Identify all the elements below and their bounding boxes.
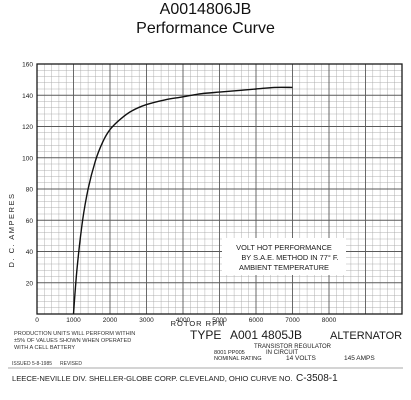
y-tick-label: 40 <box>26 249 34 256</box>
type-label: TYPE <box>190 328 221 342</box>
annotation-line-1: VOLT HOT PERFORMANCE <box>236 243 332 252</box>
y-tick-label: 20 <box>26 280 34 287</box>
x-tick-label: 5000 <box>212 317 227 324</box>
x-tick-label: 6000 <box>249 317 264 324</box>
y-tick-label: 60 <box>26 218 34 225</box>
x-tick-label: 1000 <box>66 317 81 324</box>
in-circuit-label: IN CIRCUIT <box>266 350 298 356</box>
performance-curve <box>72 86 293 315</box>
y-tick-labels: 20 40 60 80 100 120 140 160 <box>22 62 33 288</box>
revised-label: REVISED <box>60 361 82 367</box>
x-tick-label: 0 <box>35 317 39 324</box>
rating-label: NOMINAL RATING <box>214 356 262 362</box>
x-tick-label: 2000 <box>103 317 118 324</box>
y-tick-label: 160 <box>22 62 33 69</box>
x-tick-label: 4000 <box>176 317 191 324</box>
annotation-box <box>222 238 346 275</box>
curve-number: C-3508-1 <box>296 373 338 384</box>
issued-date: ISSUED 5-8-1985 <box>12 361 52 367</box>
performance-curve-title: Performance Curve <box>136 20 275 37</box>
annotation-line-2: BY S.A.E. METHOD IN 77° F. <box>241 253 338 262</box>
type-value: A001 4805JB <box>230 328 302 342</box>
x-tick-labels: 0 1000 2000 3000 4000 5000 6000 7000 8000 <box>35 317 336 324</box>
amps-value: 145 AMPS <box>344 355 375 362</box>
product-name: ALTERNATOR <box>330 330 402 342</box>
x-tick-label: 7000 <box>285 317 300 324</box>
volts-value: 14 VOLTS <box>286 355 317 362</box>
y-tick-label: 140 <box>22 93 33 100</box>
y-tick-label: 80 <box>26 187 34 194</box>
company-line: LEECE-NEVILLE DIV. SHELLER-GLOBE CORP. C… <box>12 374 293 383</box>
production-note-line-3: WITH A CELL BATTERY <box>14 345 75 351</box>
x-tick-label: 8000 <box>322 317 337 324</box>
y-tick-label: 100 <box>22 155 33 162</box>
regulator-label: TRANSISTOR REGULATOR <box>254 344 332 350</box>
x-tick-label: 3000 <box>139 317 154 324</box>
regulator-part: 8001 PP005 <box>214 350 245 356</box>
annotation-line-3: AMBIENT TEMPERATURE <box>239 263 329 272</box>
production-note-line-1: PRODUCTION UNITS WILL PERFORM WITHIN <box>14 331 135 337</box>
y-axis-label: D. C. AMPERES <box>7 193 16 268</box>
plot-frame <box>36 63 403 315</box>
x-axis-label: ROTOR RPM <box>171 319 226 328</box>
model-title: A0014806JB <box>159 1 252 18</box>
production-note-line-2: ±5% OF VALUES SHOWN WHEN OPERATED <box>14 338 131 344</box>
y-tick-label: 120 <box>22 124 33 131</box>
